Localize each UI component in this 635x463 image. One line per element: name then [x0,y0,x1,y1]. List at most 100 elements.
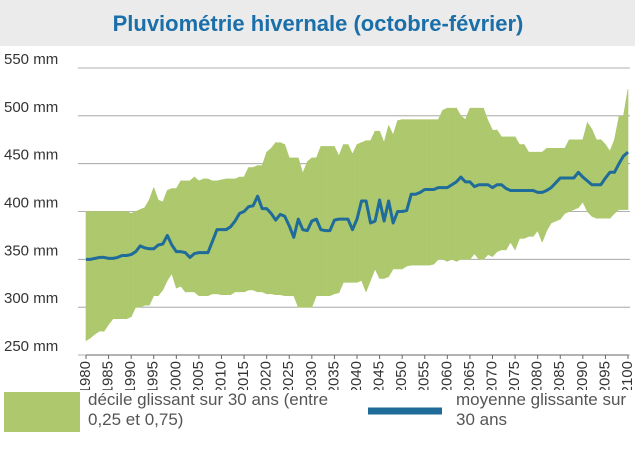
band-segment [460,115,466,260]
band-segment [623,88,629,210]
band-segment [121,211,127,319]
band-segment [347,144,353,283]
legend-swatch-line [368,407,442,415]
x-tick-label: 2080 [529,361,546,390]
band-segment [406,119,412,267]
band-segment [266,147,272,295]
band-segment [410,119,417,266]
band-segment [135,209,141,308]
band-segment [510,136,516,251]
band-segment [587,121,593,218]
band-segment [591,129,597,219]
band-segment [130,211,136,317]
band-segment [307,157,313,308]
band-segment [605,143,611,219]
band-segment [433,119,439,265]
band-segment [203,178,209,296]
band-segment [157,199,164,297]
band-segment [496,129,502,253]
x-tick-label: 2075 [506,361,523,390]
band-segment [465,108,471,260]
band-segment [279,142,286,297]
x-tick-label: 2070 [483,361,500,390]
x-tick-label: 2020 [258,361,275,390]
x-tick-label: 2060 [438,361,455,390]
x-tick-label: 2005 [190,361,207,390]
band-segment [559,148,566,221]
band-segment [103,211,109,333]
band-segment [302,161,308,308]
y-tick-label: 400 mm [4,194,58,211]
band-segment [456,107,462,262]
x-tick-label: 1990 [122,361,139,390]
band-segment [252,165,258,293]
band-segment [555,148,561,222]
legend-swatch-area [4,392,80,432]
band-segment [148,187,155,306]
band-segment [99,211,105,332]
x-tick-label: 1980 [77,361,94,390]
band-segment [144,198,150,306]
band-segment [248,167,254,291]
y-tick-label: 250 mm [4,338,58,355]
band-segment [297,157,304,308]
band-segment [568,139,575,212]
x-tick-label: 2025 [280,361,297,390]
band-segment [198,178,204,296]
band-segment [216,179,222,296]
band-segment [261,152,267,295]
band-segment [370,131,376,281]
y-tick-label: 500 mm [4,99,58,116]
x-tick-label: 2030 [303,361,320,390]
band-segment [189,176,195,293]
band-segment [171,188,177,289]
band-segment [352,144,358,283]
y-tick-label: 550 mm [4,51,58,68]
x-tick-label: 2015 [235,361,252,390]
band-segment [108,211,114,326]
band-segment [361,140,367,292]
legend-area-swatch [4,392,80,432]
band-segment [234,176,240,293]
x-tick-label: 2010 [212,361,229,390]
band-segment [243,167,249,293]
x-tick-label: 2050 [393,361,410,390]
y-tick-label: 300 mm [4,290,58,307]
band-segment [528,151,534,237]
band-segment [325,146,331,296]
band-segment [442,107,448,262]
band-segment [257,165,263,293]
band-segment [230,178,236,296]
x-tick-label: 2090 [574,361,591,390]
band-segment [85,211,91,342]
band-segment [582,122,588,212]
x-tick-label: 2100 [619,361,635,390]
band-segment [514,135,520,250]
band-segment [397,119,403,270]
band-segment [176,179,182,289]
band-segment [112,211,118,319]
x-tick-label: 2085 [551,361,568,390]
x-tick-label: 2065 [461,361,478,390]
band-segment [320,146,326,296]
x-tick-label: 1985 [100,361,117,390]
band-segment [437,109,444,260]
band-segment [117,211,123,319]
band-segment [180,180,186,293]
legend-label: moyenne glissante sur 30 ans [456,390,627,429]
y-tick-label: 450 mm [4,147,58,164]
band-segment [225,178,231,296]
band-segment [492,129,498,258]
chart-title: Pluviométrie hivernale (octobre-février) [113,11,524,36]
x-tick-label: 2000 [167,361,184,390]
chart: Pluviométrie hivernale (octobre-février)… [0,0,635,390]
band-segment [139,207,146,308]
band-segment [532,151,538,238]
x-tick-label: 1995 [145,361,162,390]
band-segment [609,139,615,219]
band-segment [596,139,602,219]
band-segment [501,136,507,251]
x-tick-label: 2035 [325,361,342,390]
band-segment [126,211,132,320]
